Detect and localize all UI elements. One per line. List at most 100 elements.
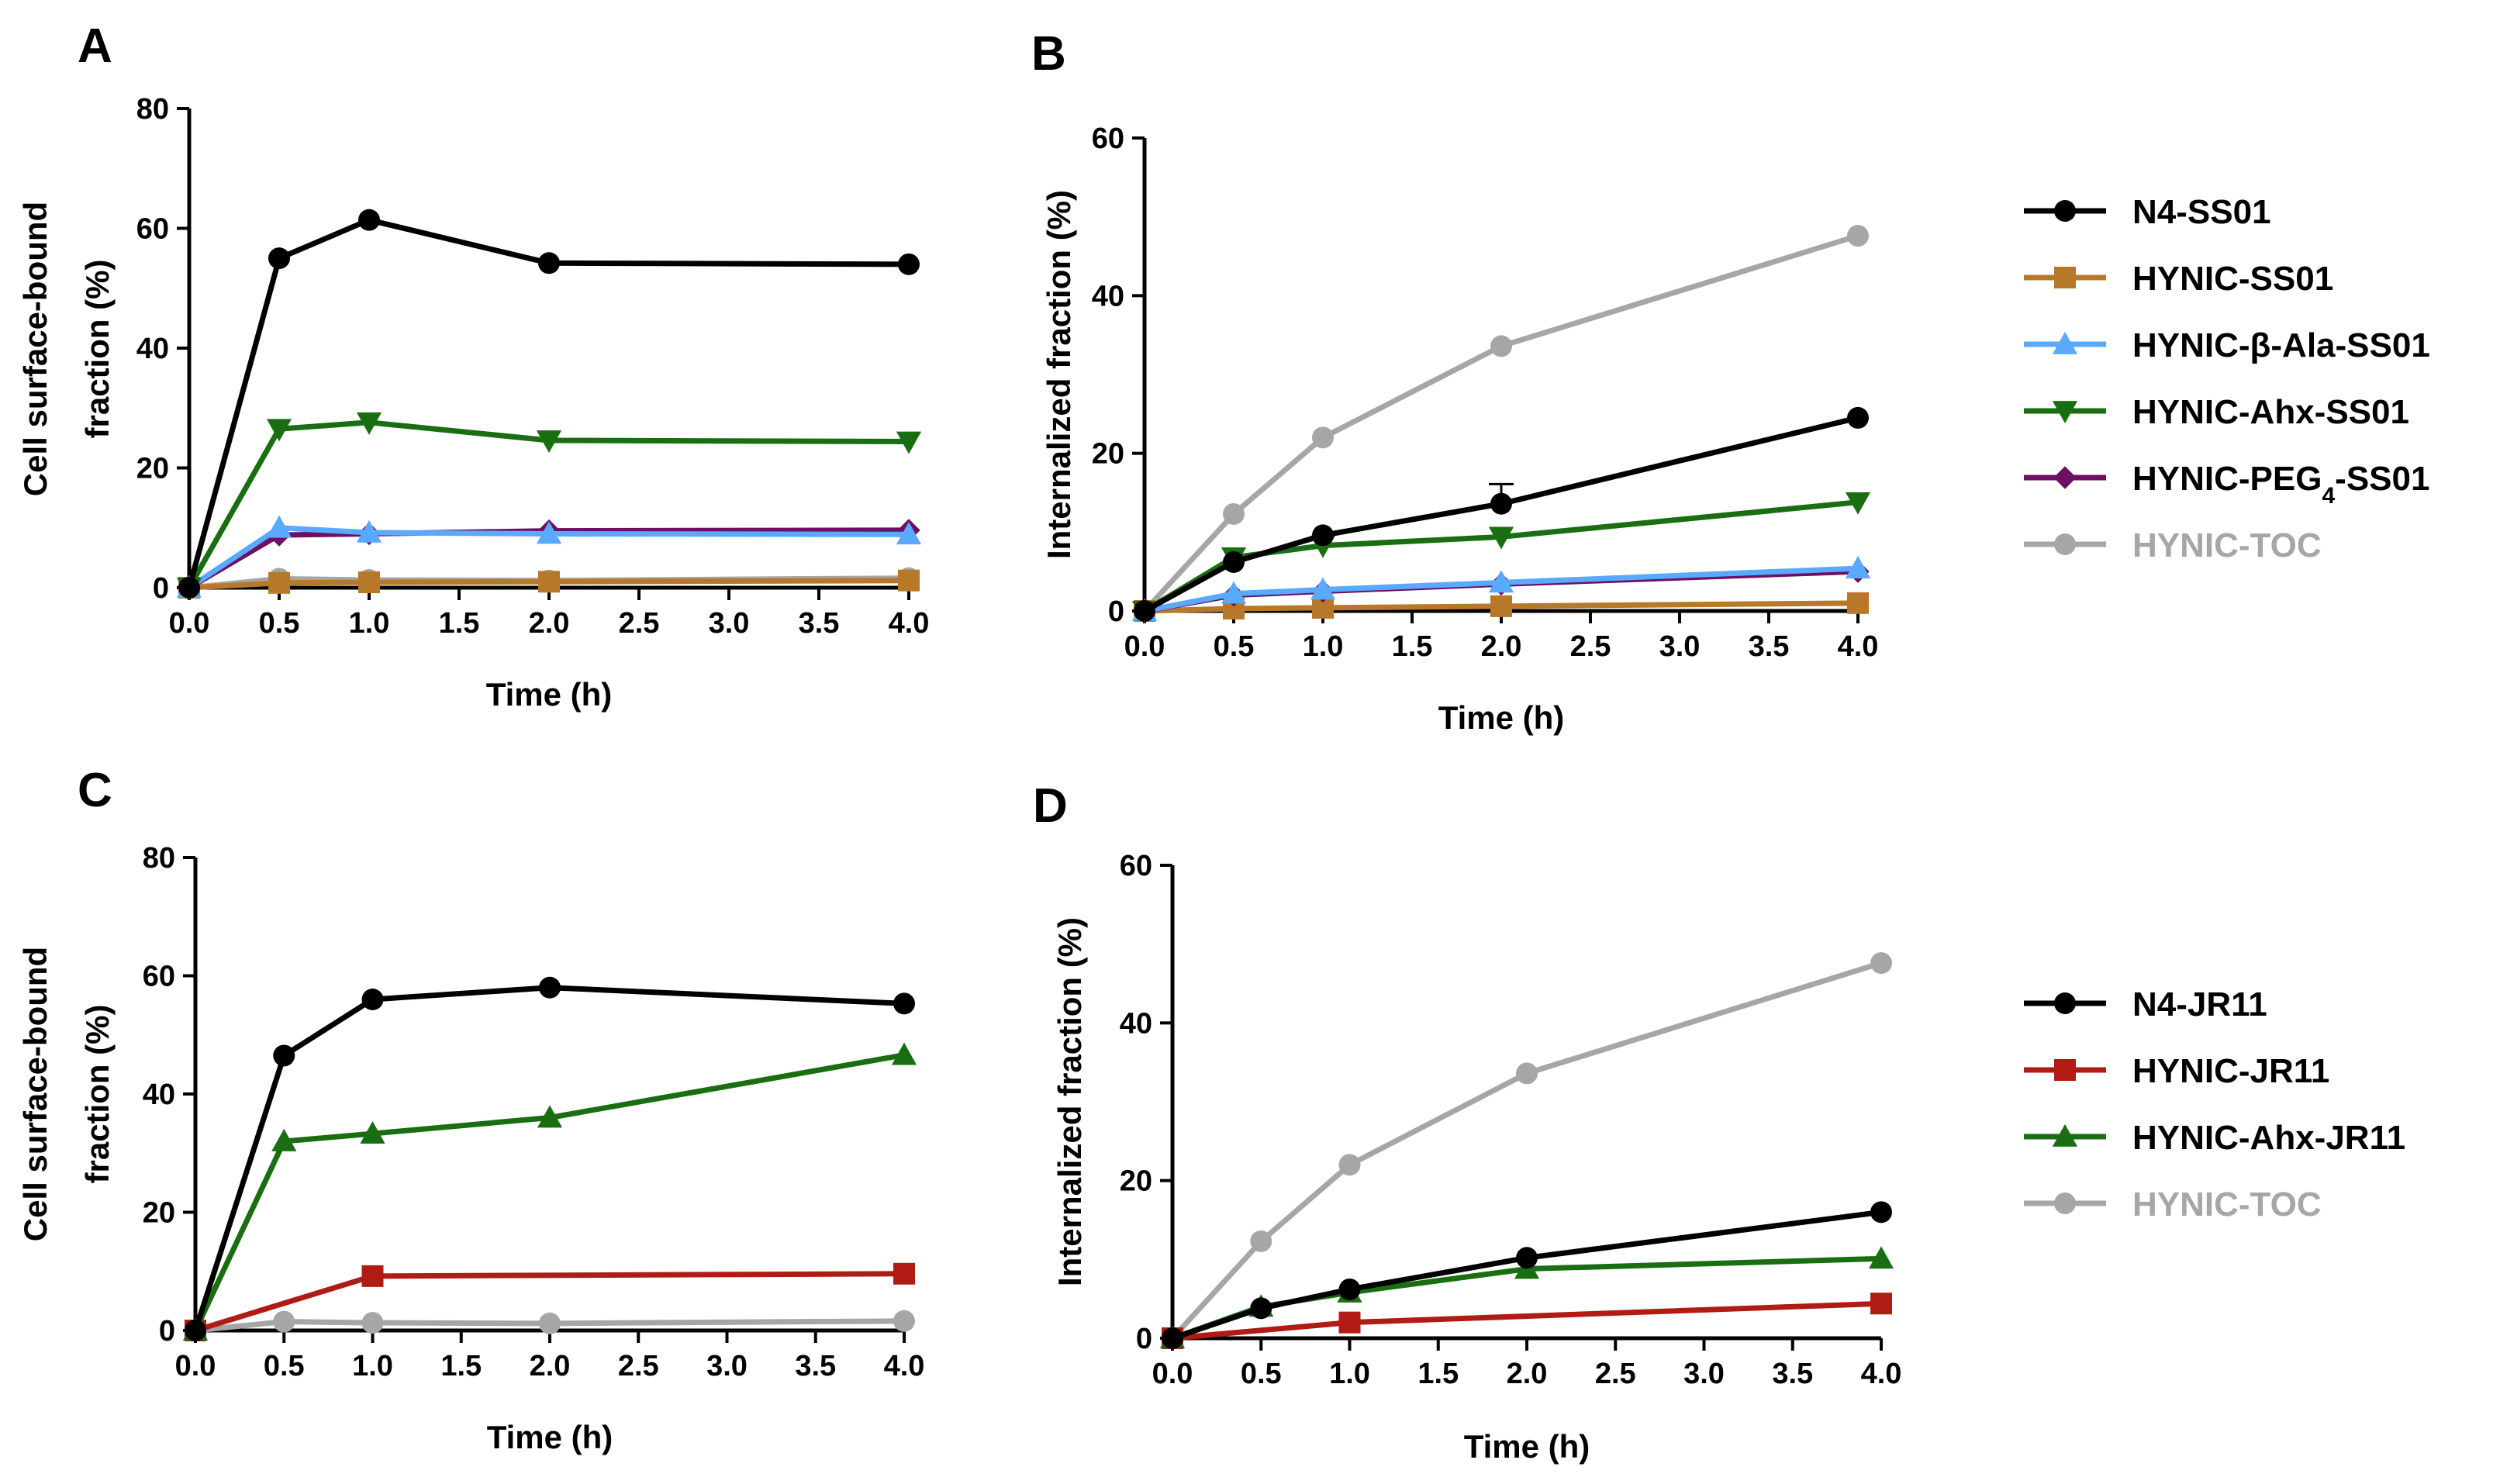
legend-marker [2053,466,2077,489]
series-n4-jr11 [1162,1201,1892,1349]
legend-item: HYNIC-Ahx-JR11 [2024,1119,2405,1157]
legend-label: N4-JR11 [2132,985,2267,1023]
legend-label: HYNIC-TOC [2132,526,2322,564]
x-tick-label: 2.0 [1507,1358,1548,1390]
data-point [356,519,382,543]
series-hynic-toc [1162,952,1892,1349]
y-tick-label: 0 [153,572,169,605]
data-point [1221,581,1247,604]
data-point [538,571,560,593]
data-point [185,1320,206,1341]
x-tick-label: 1.0 [349,607,390,640]
x-tick-label: 2.5 [1595,1358,1636,1390]
data-point [539,1312,561,1334]
data-point [1223,502,1245,525]
x-tick-label: 0.0 [1152,1358,1193,1390]
panel-D: D 0.0 0.5 1.0 1.5 2.0 2.5 3.0 3.5 4.0 0 20 40 60 Time … [1033,779,1901,1465]
panel-B: B 0.0 0.5 1.0 1.5 2.0 2.5 3.0 3.5 4.0 0 20 40 60 Time … [1031,27,1878,736]
legend-item: HYNIC-TOC [2024,1185,2322,1223]
legend-item: HYNIC-Ahx-SS01 [2024,393,2409,431]
panel-label: B [1031,27,1066,81]
x-tick-label: 3.0 [1683,1358,1725,1390]
x-tick-label: 0.5 [1241,1358,1282,1390]
legend-item: HYNIC-β-Ala-SS01 [2024,326,2430,364]
x-tick-label: 1.0 [1303,630,1344,663]
x-tick-label: 4.0 [1861,1358,1902,1390]
series-line [1170,960,1883,1341]
x-tick-label: 1.0 [352,1350,393,1382]
series-n4-ss01 [1134,406,1869,622]
data-point [1516,1247,1538,1269]
legend-label: HYNIC-Ahx-JR11 [2132,1119,2405,1157]
data-point [1250,1297,1272,1320]
legend-marker [2054,992,2076,1014]
y-tick-label: 20 [143,1197,175,1230]
y-tick-label: 60 [1092,123,1124,155]
legend-label: HYNIC-JR11 [2132,1052,2329,1090]
legend-marker [2054,200,2076,222]
data-point [266,419,292,442]
data-point [536,521,562,544]
data-point [538,252,560,274]
y-tick-label: 40 [1120,1007,1152,1040]
data-point [1516,1062,1538,1085]
y-axis-title: Cell surface-bound [17,202,54,496]
data-point [1847,406,1869,429]
y-tick-label: 80 [143,842,175,875]
data-point [266,515,292,538]
x-tick-label: 3.0 [709,607,750,640]
data-point [896,431,922,454]
legend-label: HYNIC-TOC [2132,1185,2322,1223]
legend-marker [2054,1192,2076,1214]
x-tick-label: 1.5 [440,1350,482,1382]
legend-marker [2054,533,2076,555]
data-point [1338,1278,1361,1300]
data-point [1870,952,1892,975]
data-point [1338,1154,1361,1176]
legend-marker [2054,267,2076,288]
legend-label: HYNIC-β-Ala-SS01 [2132,326,2430,364]
y-axis-title: fraction (%) [79,260,116,439]
data-point [356,412,382,435]
x-axis-title: Time (h) [487,1419,613,1455]
data-point [1847,592,1869,614]
x-tick-label: 3.0 [1659,630,1701,663]
data-point [893,1262,915,1285]
data-point [893,1310,915,1332]
legend-item: N4-SS01 [2024,193,2271,231]
x-tick-label: 0.5 [259,607,300,640]
y-tick-label: 40 [1092,280,1124,312]
data-point [273,1310,295,1333]
data-point [361,989,384,1010]
data-point [1845,556,1871,578]
data-point [268,247,290,270]
data-point [1870,1201,1892,1223]
data-point [1845,492,1871,515]
x-tick-label: 2.0 [530,1350,571,1382]
legend-item: HYNIC-SS01 [2024,260,2333,298]
legend-item: HYNIC-JR11 [2024,1052,2329,1090]
x-tick-label: 3.5 [1749,630,1790,663]
x-tick-label: 4.0 [884,1350,925,1382]
data-point [1488,570,1514,593]
data-point [893,992,915,1015]
data-point [1162,1327,1183,1349]
data-point [1250,1230,1272,1252]
legend-label: HYNIC-SS01 [2132,260,2333,298]
data-point [1310,577,1336,600]
y-tick-label: 20 [1092,438,1124,471]
panel-label: C [78,764,112,817]
series-hynic-ahx-jr11 [182,1042,917,1341]
y-axis-title: Internalized fraction (%) [1041,190,1077,559]
legend-item: HYNIC-TOC [2024,526,2322,564]
panel-label: A [78,19,112,73]
data-point [361,1312,384,1334]
data-point [898,253,920,275]
data-point [896,522,922,545]
data-point [1490,595,1512,617]
x-tick-label: 2.0 [1481,630,1522,663]
legend-marker [2052,331,2078,354]
data-point [178,577,200,599]
x-tick-label: 2.0 [529,607,570,640]
x-tick-label: 1.0 [1329,1358,1370,1390]
